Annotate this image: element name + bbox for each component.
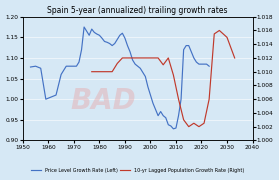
Price Level Growth Rate (Left) [131,59,134,61]
10-yr Lagged Population Growth Rate (Right) [225,36,229,38]
10-yr Lagged Population Growth Rate (Right) [110,71,114,73]
10-yr Lagged Population Growth Rate (Right) [131,57,134,59]
10-yr Lagged Population Growth Rate (Right) [141,57,145,59]
10-yr Lagged Population Growth Rate (Right) [126,57,129,59]
Price Level Growth Rate (Left) [85,30,88,32]
10-yr Lagged Population Growth Rate (Right) [157,57,160,59]
10-yr Lagged Population Growth Rate (Right) [172,74,175,76]
Price Level Growth Rate (Left) [172,128,175,130]
Price Level Growth Rate (Left) [208,65,211,67]
Legend: Price Level Growth Rate (Left), 10-yr Lagged Population Growth Rate (Right): Price Level Growth Rate (Left), 10-yr La… [29,166,246,175]
10-yr Lagged Population Growth Rate (Right) [197,126,201,128]
Price Level Growth Rate (Left) [82,26,86,28]
10-yr Lagged Population Growth Rate (Right) [162,64,165,66]
10-yr Lagged Population Growth Rate (Right) [202,122,206,124]
10-yr Lagged Population Growth Rate (Right) [136,57,140,59]
10-yr Lagged Population Growth Rate (Right) [218,29,221,31]
Price Level Growth Rate (Left) [54,94,58,96]
10-yr Lagged Population Growth Rate (Right) [233,57,236,59]
10-yr Lagged Population Growth Rate (Right) [151,57,155,59]
10-yr Lagged Population Growth Rate (Right) [105,71,109,73]
Line: Price Level Growth Rate (Left): Price Level Growth Rate (Left) [30,27,209,129]
10-yr Lagged Population Growth Rate (Right) [121,57,124,59]
10-yr Lagged Population Growth Rate (Right) [208,98,211,100]
10-yr Lagged Population Growth Rate (Right) [167,57,170,59]
10-yr Lagged Population Growth Rate (Right) [95,71,98,73]
10-yr Lagged Population Growth Rate (Right) [177,98,180,100]
10-yr Lagged Population Growth Rate (Right) [182,119,185,121]
Line: 10-yr Lagged Population Growth Rate (Right): 10-yr Lagged Population Growth Rate (Rig… [92,30,235,127]
10-yr Lagged Population Growth Rate (Right) [213,33,216,35]
Text: BAD: BAD [70,87,136,115]
Price Level Growth Rate (Left) [29,66,32,68]
10-yr Lagged Population Growth Rate (Right) [146,57,150,59]
10-yr Lagged Population Growth Rate (Right) [116,62,119,64]
10-yr Lagged Population Growth Rate (Right) [90,71,93,73]
Title: Spain 5-year (annualized) trailing growth rates: Spain 5-year (annualized) trailing growt… [47,6,228,15]
10-yr Lagged Population Growth Rate (Right) [187,126,190,128]
Price Level Growth Rate (Left) [192,57,196,59]
10-yr Lagged Population Growth Rate (Right) [192,122,196,124]
Price Level Growth Rate (Left) [149,94,152,96]
Price Level Growth Rate (Left) [95,33,98,35]
10-yr Lagged Population Growth Rate (Right) [100,71,104,73]
